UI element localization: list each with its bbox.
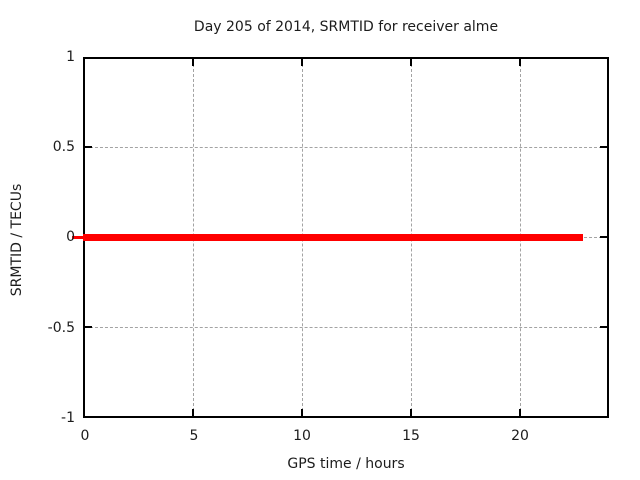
series-line-left-cap [72, 236, 83, 239]
y-tick-label--0.5: -0.5 [47, 320, 75, 336]
y-axis-label: SRMTID / TECUs [9, 183, 25, 297]
x-tick-mark-top-20 [519, 59, 521, 66]
y-tick-mark-right-0 [600, 236, 607, 238]
y-tick-mark-right--0.5 [600, 326, 607, 328]
series-line-srmtid [83, 234, 583, 241]
y-tick-mark-right-0.5 [600, 146, 607, 148]
gridline-horizontal-0.5 [85, 147, 607, 148]
chart-title: Day 205 of 2014, SRMTID for receiver alm… [193, 19, 499, 35]
gridline-horizontal--0.5 [85, 327, 607, 328]
x-tick-mark-top-5 [192, 59, 194, 66]
x-tick-mark-top-15 [410, 59, 412, 66]
y-tick-label-0.5: 0.5 [52, 139, 75, 155]
x-axis-label: GPS time / hours [287, 456, 405, 472]
x-tick-mark-bottom-20 [519, 409, 521, 416]
y-tick-label-0: 0 [66, 229, 75, 245]
x-tick-label-15: 15 [402, 428, 420, 444]
x-tick-mark-bottom-10 [301, 409, 303, 416]
y-tick-mark-left--0.5 [85, 326, 92, 328]
x-tick-label-20: 20 [511, 428, 529, 444]
x-tick-label-0: 0 [80, 428, 90, 444]
x-tick-mark-bottom-5 [192, 409, 194, 416]
y-tick-label--1: -1 [61, 410, 75, 426]
y-tick-label-1: 1 [66, 49, 75, 65]
y-tick-mark-left-0.5 [85, 146, 92, 148]
plot-area [72, 57, 609, 418]
x-tick-mark-top-10 [301, 59, 303, 66]
x-tick-mark-bottom-15 [410, 409, 412, 416]
x-tick-label-5: 5 [189, 428, 199, 444]
x-tick-label-10: 10 [293, 428, 311, 444]
